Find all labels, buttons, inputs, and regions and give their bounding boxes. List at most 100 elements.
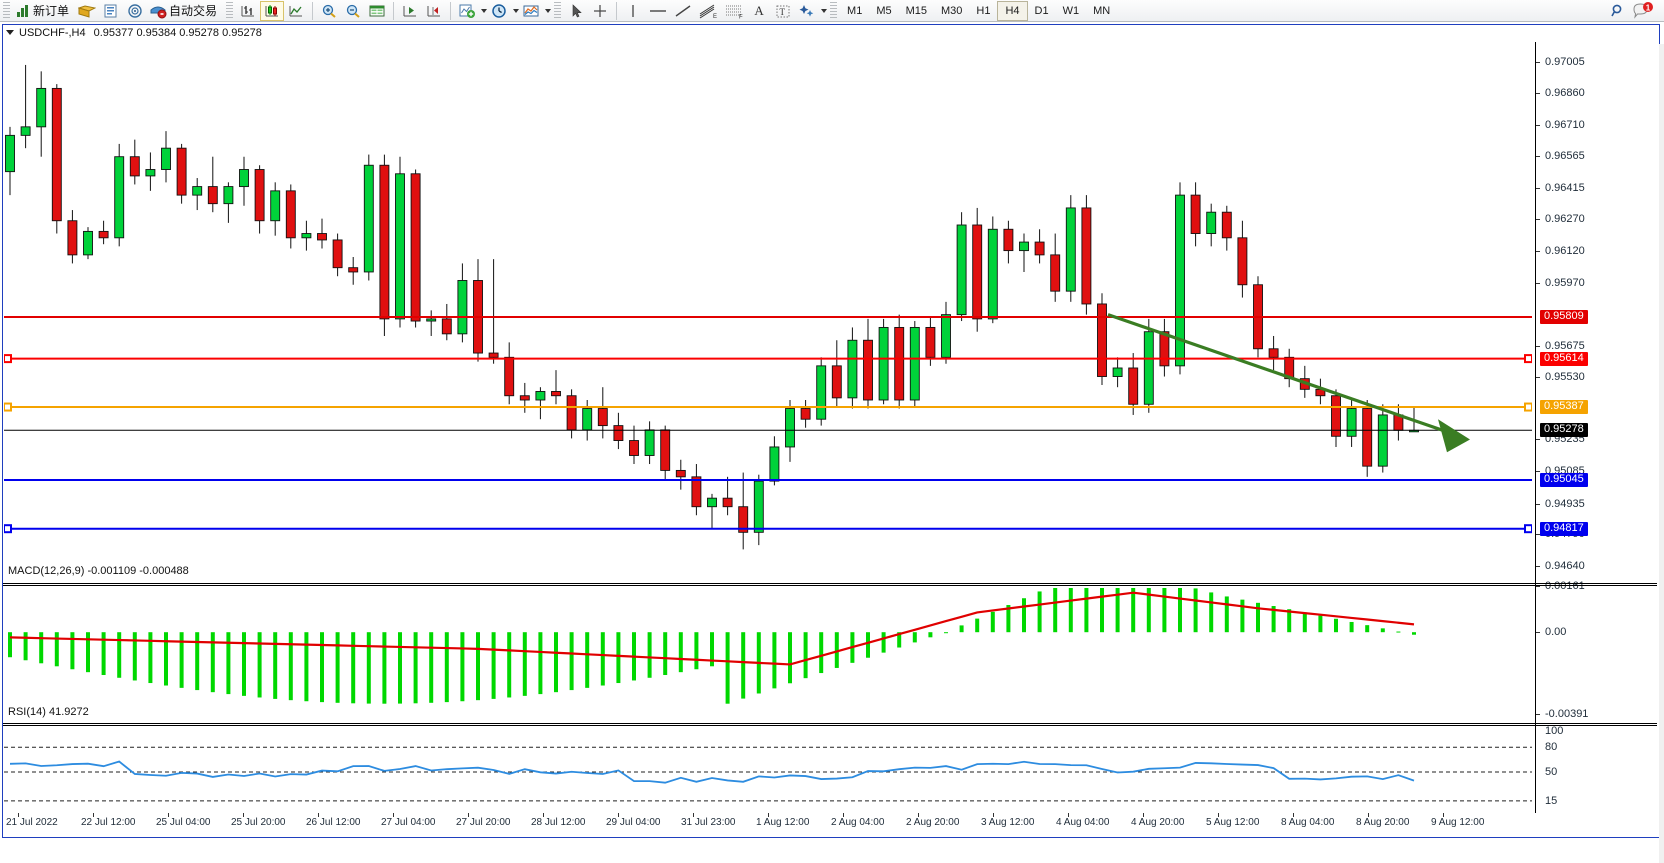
chart-shift-icon[interactable] — [422, 1, 446, 21]
timeframe-mn[interactable]: MN — [1093, 4, 1111, 17]
price-axis-tick — [1536, 124, 1540, 126]
data-window-icon[interactable] — [365, 1, 389, 21]
macd-bar — [320, 632, 324, 703]
macd-bar — [1022, 598, 1026, 633]
timeframe-m15[interactable]: M15 — [905, 4, 927, 17]
candle-body — [1128, 367, 1139, 405]
vertical-line-icon[interactable] — [621, 1, 645, 21]
folder-icon[interactable] — [75, 1, 99, 21]
price-axis[interactable]: 0.97005 0.96860 0.96710 0.96565 0.96415 0.962… — [1535, 42, 1657, 813]
vertical-scrollbar[interactable] — [1659, 44, 1664, 863]
macd-bar — [70, 632, 75, 670]
add-indicator-dropdown-icon[interactable] — [481, 8, 488, 13]
time-axis-label: 27 Jul 20:00 — [456, 817, 511, 828]
timeframe-m5[interactable]: M5 — [876, 4, 892, 17]
auto-scroll-icon[interactable] — [398, 1, 422, 21]
add-indicator-icon[interactable] — [455, 1, 479, 21]
candle-body — [114, 156, 125, 239]
macd-bar — [1162, 588, 1167, 633]
toolbar-grip-2[interactable] — [226, 1, 234, 20]
crosshair-icon[interactable] — [588, 1, 612, 21]
toolbar-grip[interactable] — [3, 1, 10, 20]
navigator-icon[interactable] — [123, 1, 147, 21]
trendline-icon[interactable] — [671, 1, 695, 21]
toolbar-grip-4[interactable] — [830, 1, 838, 20]
timeframe-m30[interactable]: M30 — [941, 4, 963, 17]
chart-title-bar: USDCHF-,H4 0.95377 0.95384 0.95278 0.952… — [3, 25, 262, 40]
search-icon[interactable] — [1606, 1, 1630, 21]
candlestick-chart-icon[interactable] — [260, 0, 285, 21]
period-icon[interactable] — [487, 1, 511, 21]
period-dropdown-icon[interactable] — [513, 8, 520, 13]
macd-bar — [1365, 625, 1370, 633]
macd-bar — [491, 632, 496, 699]
text-icon[interactable]: A — [754, 2, 764, 18]
time-axis-label: 22 Jul 12:00 — [81, 817, 136, 828]
candle-body — [504, 356, 515, 397]
candle-body — [878, 326, 889, 401]
down-trend-arrow — [1107, 313, 1470, 453]
price-axis-label: 0.95970 — [1545, 276, 1585, 289]
equidistant-channel-icon[interactable]: E — [695, 1, 721, 21]
toolbar-grip-3[interactable] — [554, 1, 562, 20]
chat-icon[interactable]: 1 — [1630, 1, 1656, 21]
time-axis-tick — [1293, 813, 1294, 817]
macd-axis-tick — [1536, 586, 1540, 587]
text-label-icon[interactable]: T — [771, 1, 795, 21]
cursor-icon[interactable] — [564, 1, 588, 21]
macd-bar — [39, 632, 44, 664]
macd-bar — [507, 632, 512, 698]
price-axis-tick — [1536, 534, 1540, 536]
timeframe-h4[interactable]: H4 — [997, 0, 1028, 21]
candle-body — [1346, 408, 1357, 437]
autotrading-icon[interactable]: 自动交易 — [147, 1, 223, 21]
candle-body — [582, 408, 593, 431]
candle-body — [831, 365, 842, 399]
candle-body — [1268, 348, 1279, 358]
time-axis-label: 26 Jul 12:00 — [306, 817, 361, 828]
zoom-in-icon[interactable] — [317, 1, 341, 21]
timeframe-h1[interactable]: H1 — [976, 4, 991, 17]
templates-dropdown-icon[interactable] — [545, 8, 552, 13]
price-tag-current-price[interactable]: 0.95278 — [1540, 423, 1588, 438]
candle-body — [691, 476, 702, 508]
new-order-button[interactable]: 新订单 — [13, 1, 75, 21]
macd-bar — [304, 632, 309, 702]
macd-svg — [8, 588, 1416, 704]
macd-bar — [1037, 591, 1042, 633]
time-axis[interactable]: 21 Jul 2022 22 Jul 12:00 25 Jul 04:00 25 Ju… — [4, 813, 1532, 831]
candle-body — [426, 318, 437, 322]
line-chart-icon[interactable] — [284, 1, 308, 21]
candle-body — [301, 233, 312, 239]
shapes-dropdown-icon[interactable] — [821, 8, 828, 13]
price-tag-pivot-orange[interactable]: 0.95387 — [1540, 400, 1588, 415]
rsi-pane[interactable] — [4, 729, 1532, 815]
price-tag-support-upper[interactable]: 0.95045 — [1540, 473, 1588, 488]
main-toolbar: 新订单 自动交易 — [0, 0, 1664, 22]
timeframe-d1[interactable]: D1 — [1034, 4, 1049, 17]
horizontal-line-icon[interactable] — [645, 1, 671, 21]
templates-icon[interactable] — [519, 1, 543, 21]
macd-bar — [1302, 612, 1307, 633]
time-axis-tick — [243, 813, 244, 817]
time-axis-tick — [1368, 813, 1369, 817]
price-tag-resistance-upper[interactable]: 0.95809 — [1540, 309, 1588, 324]
macd-pane[interactable] — [4, 588, 1532, 718]
price-plot-area[interactable] — [4, 42, 1532, 813]
candle-body — [1190, 194, 1201, 234]
profiles-icon[interactable] — [99, 1, 123, 21]
time-axis-tick — [168, 813, 169, 817]
bar-chart-icon[interactable] — [236, 1, 260, 21]
zoom-out-icon[interactable] — [341, 1, 365, 21]
fibonacci-icon[interactable]: F — [721, 1, 747, 21]
timeframe-w1[interactable]: W1 — [1062, 4, 1080, 17]
macd-bar — [1396, 631, 1401, 633]
price-tag-support-lower[interactable]: 0.94817 — [1540, 521, 1588, 536]
shapes-icon[interactable] — [795, 1, 819, 21]
candle-body — [1019, 241, 1029, 252]
chart-menu-caret-icon[interactable] — [6, 30, 14, 35]
timeframe-m1[interactable]: M1 — [847, 4, 863, 17]
macd-bar — [351, 632, 356, 704]
price-tag-resistance-lower[interactable]: 0.95614 — [1540, 351, 1588, 366]
macd-bar — [273, 632, 278, 699]
